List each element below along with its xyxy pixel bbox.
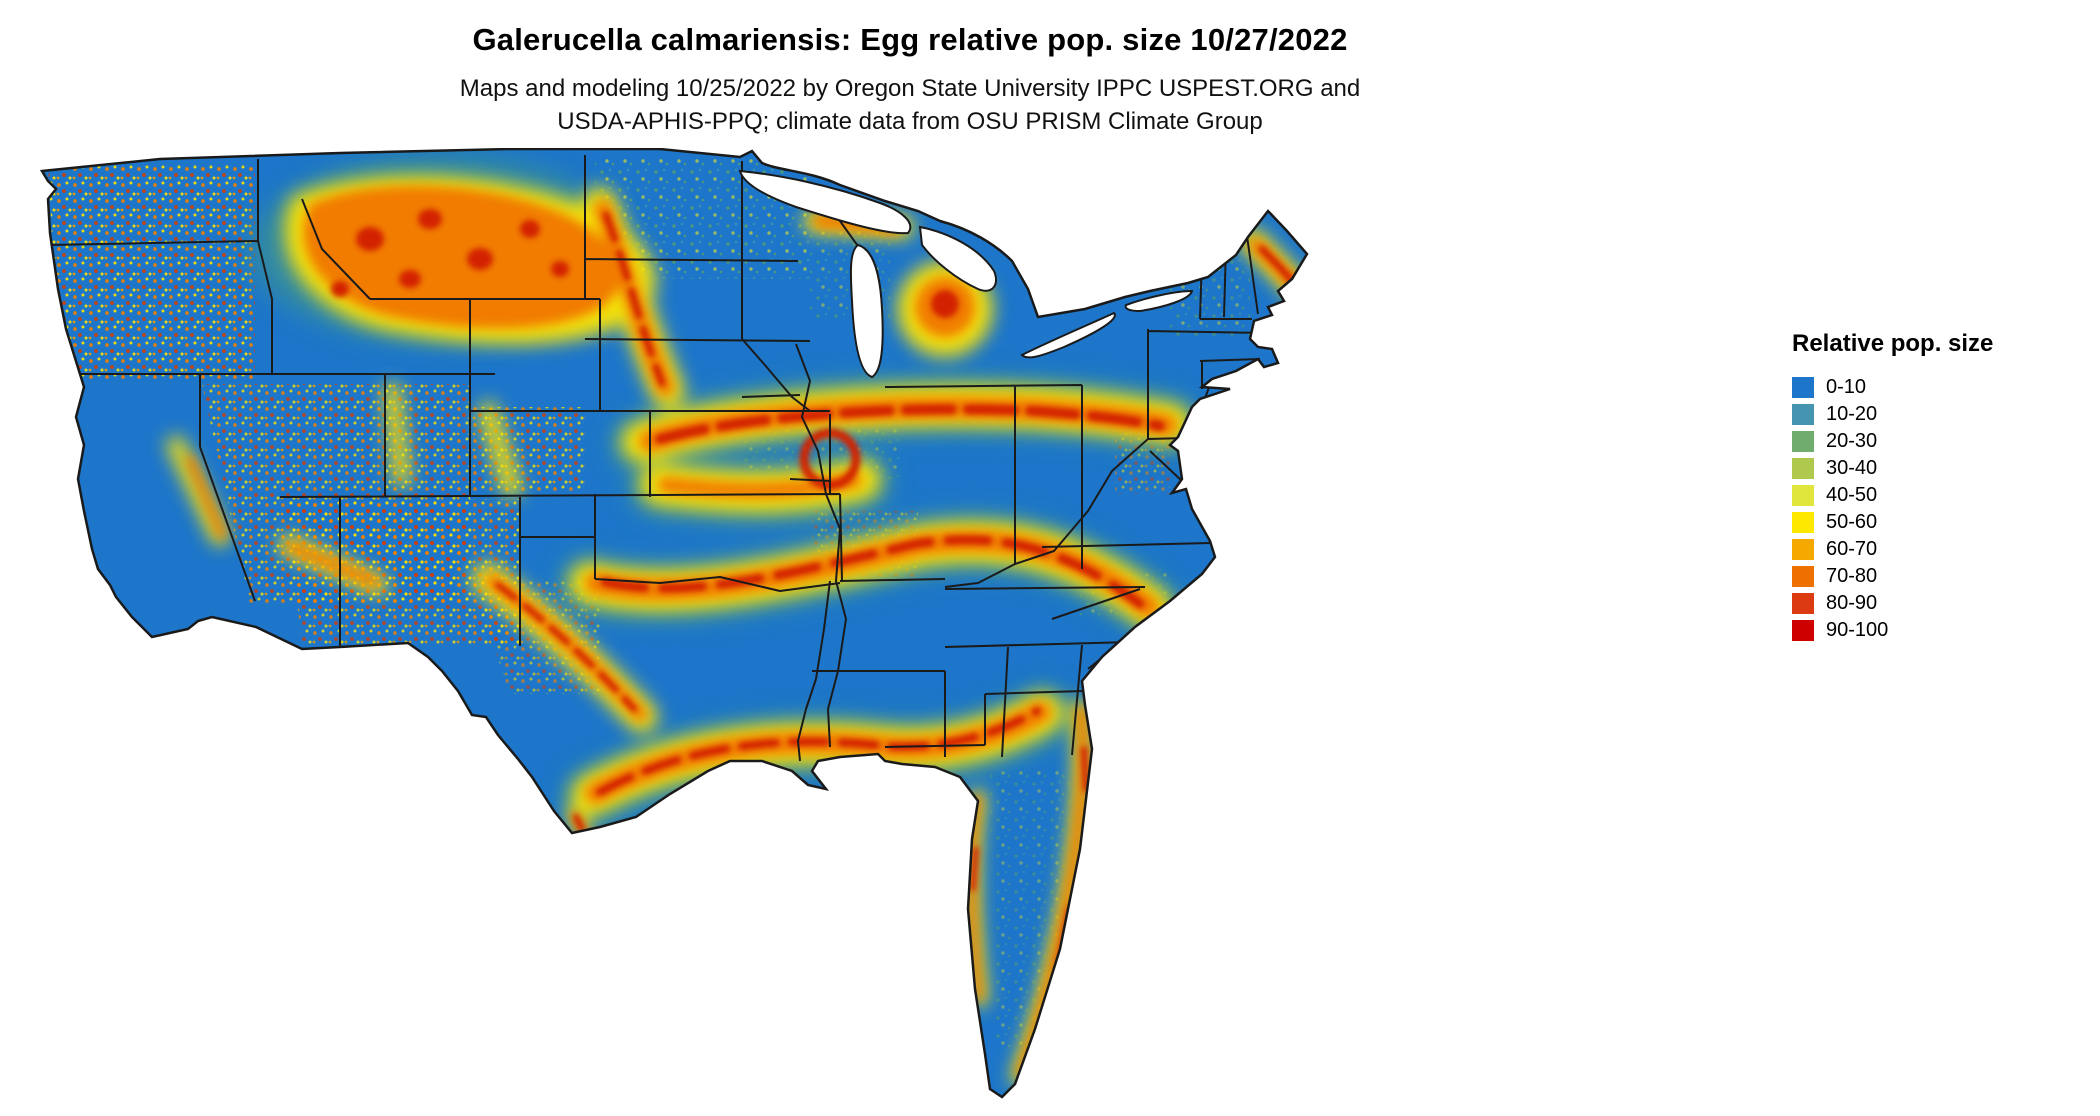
great-lakes	[738, 169, 1194, 379]
legend-label: 80-90	[1826, 592, 1878, 614]
legend-label: 70-80	[1826, 565, 1878, 587]
legend-swatch	[1792, 431, 1814, 452]
lake-erie	[1020, 311, 1116, 359]
map-header: Galerucella calmariensis: Egg relative p…	[10, 22, 1810, 138]
legend-title: Relative pop. size	[1792, 330, 1994, 357]
map-legend: Relative pop. size 0-10 10-20 20-30 30-4…	[1792, 330, 2092, 644]
legend-label: 30-40	[1826, 457, 1878, 479]
legend-label: 20-30	[1826, 430, 1878, 452]
legend-swatch	[1792, 485, 1814, 506]
subtitle-line-2: USDA-APHIS-PPQ; climate data from OSU PR…	[557, 108, 1263, 136]
subtitle-line-1: Maps and modeling 10/25/2022 by Oregon S…	[459, 75, 1361, 102]
legend-swatch	[1792, 377, 1814, 398]
legend-label: 40-50	[1826, 484, 1878, 506]
legend-item: 20-30	[1792, 428, 2092, 455]
legend-item: 60-70	[1792, 536, 2092, 563]
legend-item: 30-40	[1792, 455, 2092, 482]
us-map-container	[40, 147, 1760, 1110]
legend-label: 60-70	[1826, 538, 1878, 560]
legend-item: 50-60	[1792, 509, 2092, 536]
us-population-raster-map	[40, 147, 1309, 1099]
legend-item: 80-90	[1792, 590, 2092, 617]
legend-swatch	[1792, 566, 1814, 587]
legend-label: 50-60	[1826, 511, 1878, 533]
legend-label: 90-100	[1826, 619, 1889, 641]
page-title: Galerucella calmariensis: Egg relative p…	[472, 22, 1348, 57]
legend-swatch	[1792, 539, 1814, 560]
legend-swatch	[1792, 458, 1814, 479]
legend-swatch	[1792, 620, 1814, 641]
lake-michigan	[849, 243, 884, 379]
legend-label: 10-20	[1826, 403, 1878, 425]
legend-item: 40-50	[1792, 482, 2092, 509]
lake-ontario	[1124, 289, 1194, 313]
legend-swatch	[1792, 593, 1814, 614]
legend-swatch	[1792, 512, 1814, 533]
legend-swatch	[1792, 404, 1814, 425]
legend-item: 0-10	[1792, 374, 2092, 401]
legend-item: 70-80	[1792, 563, 2092, 590]
page-subtitle: Maps and modeling 10/25/2022 by Oregon S…	[10, 72, 1810, 138]
lake-superior	[738, 169, 912, 235]
legend-label: 0-10	[1826, 376, 1867, 398]
legend-item: 10-20	[1792, 401, 2092, 428]
lake-huron	[918, 225, 997, 292]
legend-item: 90-100	[1792, 617, 2092, 644]
